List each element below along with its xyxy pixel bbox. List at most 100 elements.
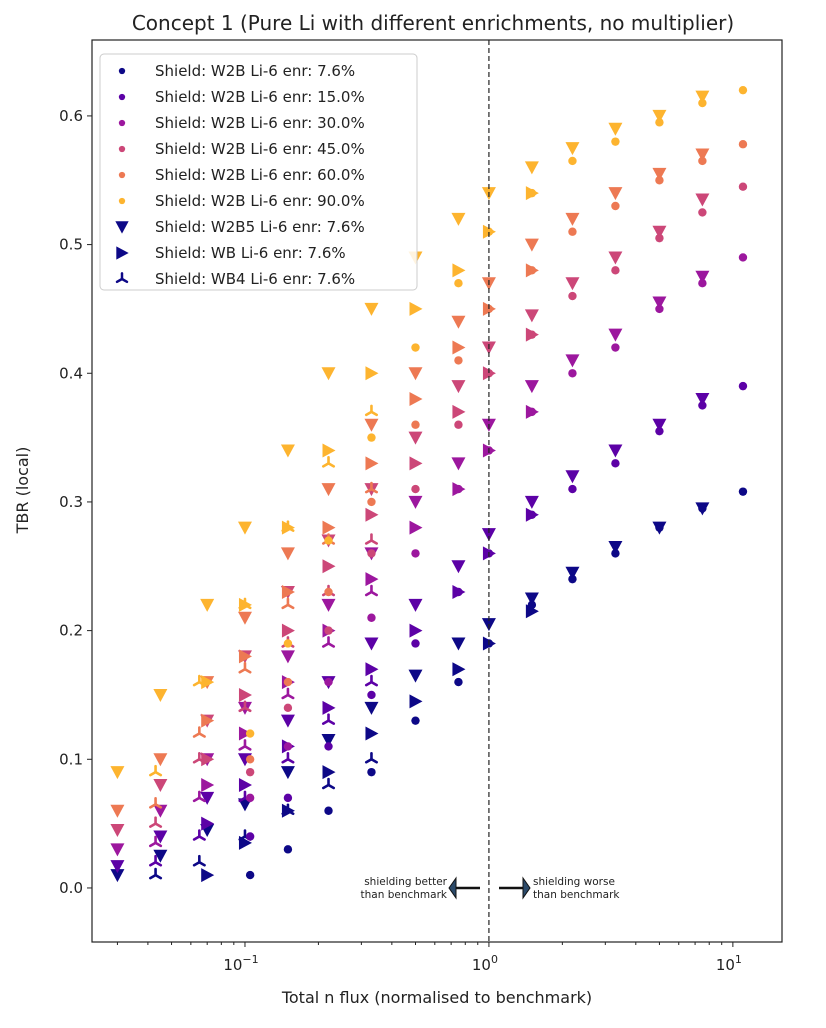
point-w2b5-300 <box>565 354 580 368</box>
point-w2b-450 <box>527 330 537 339</box>
point-w2b5-600 <box>153 753 168 767</box>
point-w2b-300 <box>283 742 293 751</box>
point-wb-76 <box>281 803 295 818</box>
y-tick-label: 0.5 <box>59 236 83 254</box>
point-w2b5-300 <box>524 380 539 394</box>
point-w2b-76 <box>367 767 376 777</box>
point-w2b-600 <box>738 140 748 149</box>
point-w2b5-600 <box>608 187 623 201</box>
point-wb4-300 <box>281 687 295 700</box>
legend-marker-tri <box>115 272 129 284</box>
point-w2b-600 <box>411 420 420 429</box>
legend-box <box>99 53 418 291</box>
point-wb-450 <box>322 559 336 574</box>
point-w2b5-300 <box>110 843 125 857</box>
point-w2b-600 <box>245 755 255 764</box>
point-w2b-76 <box>324 806 333 815</box>
tri-marker-arm <box>149 803 157 809</box>
point-w2b-300 <box>245 793 255 803</box>
point-wb-150 <box>201 816 215 831</box>
point-wb-900 <box>409 301 423 316</box>
point-w2b5-450 <box>652 225 667 239</box>
point-w2b-300 <box>527 407 537 417</box>
point-wb-900 <box>238 597 252 612</box>
point-wb4-76 <box>149 867 163 880</box>
tri-marker-arm <box>364 757 373 764</box>
point-wb4-600 <box>192 726 206 738</box>
point-w2b-600 <box>527 266 537 275</box>
point-w2b5-76 <box>408 669 423 683</box>
point-w2b5-76 <box>110 869 125 883</box>
tri-marker-arm <box>149 770 157 777</box>
point-wb-600 <box>365 456 379 471</box>
point-wb4-150 <box>364 674 378 687</box>
point-wb-300 <box>365 572 379 587</box>
annotation-right-line2: than benchmark <box>533 889 620 901</box>
point-w2b5-900 <box>608 122 623 136</box>
legend: Shield: W2B Li-6 enr: 7.6% Shield: W2B Li… <box>99 53 418 291</box>
point-w2b5-450 <box>608 251 623 265</box>
y-tick-label: 0.6 <box>59 107 83 125</box>
point-wb-76 <box>322 765 336 780</box>
point-wb4-600 <box>364 481 378 494</box>
point-w2b5-900 <box>200 598 215 612</box>
point-w2b-600 <box>655 176 664 185</box>
point-w2b5-450 <box>408 431 423 445</box>
legend-item: Shield: W2B Li-6 enr: 15.0% <box>118 88 365 106</box>
point-wb4-600 <box>238 661 252 674</box>
legend-label: Shield: WB4 Li-6 enr: 7.6% <box>155 270 355 288</box>
point-wb4-76 <box>321 777 336 790</box>
point-w2b-300 <box>655 304 664 314</box>
point-wb4-300 <box>364 584 378 597</box>
point-w2b-300 <box>611 343 620 352</box>
point-wb4-300 <box>321 636 336 648</box>
point-wb4-150 <box>321 713 336 725</box>
point-w2b-900 <box>245 729 255 738</box>
point-w2b-150 <box>324 742 333 751</box>
point-w2b-450 <box>698 208 707 217</box>
point-w2b-900 <box>568 156 577 166</box>
point-wb4-300 <box>192 790 206 803</box>
point-w2b5-150 <box>364 637 379 651</box>
legend-label: Shield: W2B Li-6 enr: 45.0% <box>155 140 365 158</box>
point-w2b-450 <box>655 233 664 243</box>
plot-frame <box>91 39 783 943</box>
y-tick-label: 0.4 <box>59 364 83 382</box>
point-w2b5-150 <box>565 470 580 484</box>
point-w2b5-300 <box>451 457 466 471</box>
point-w2b-450 <box>484 369 494 378</box>
point-w2b-300 <box>568 369 577 378</box>
legend-label: Shield: W2B5 Li-6 enr: 7.6% <box>155 218 365 236</box>
point-w2b5-900 <box>237 521 252 535</box>
point-w2b5-900 <box>565 142 580 156</box>
point-w2b5-450 <box>695 193 710 207</box>
x-tick-label: 10−1 <box>223 953 258 974</box>
tri-marker-arm <box>192 732 201 738</box>
point-w2b-300 <box>738 253 748 262</box>
point-w2b5-300 <box>695 270 710 284</box>
point-w2b5-900 <box>321 367 336 381</box>
point-wb4-450 <box>238 700 252 713</box>
point-w2b5-150 <box>481 528 496 542</box>
point-w2b-450 <box>283 703 293 713</box>
legend-marker-circle <box>118 67 126 75</box>
y-tick-label: 0.2 <box>59 622 83 640</box>
point-wb-76 <box>409 694 423 709</box>
legend-item: Shield: WB Li-6 enr: 7.6% <box>116 244 346 262</box>
legend-marker-circle <box>118 145 126 153</box>
legend-item: Shield: WB4 Li-6 enr: 7.6% <box>115 270 355 288</box>
point-w2b-450 <box>454 420 463 429</box>
point-w2b5-300 <box>153 804 168 818</box>
annotation-right-line1: shielding worse <box>533 876 615 888</box>
point-w2b-600 <box>698 156 707 166</box>
x-tick-exponent: 0 <box>491 953 498 966</box>
y-axis-label: TBR (local) <box>13 447 32 535</box>
point-w2b5-150 <box>153 830 168 844</box>
legend-label: Shield: WB Li-6 enr: 7.6% <box>155 244 346 262</box>
point-w2b5-300 <box>608 328 623 342</box>
x-tick-label: 100 <box>472 953 498 974</box>
point-wb4-900 <box>321 456 336 468</box>
point-w2b5-76 <box>451 637 466 651</box>
point-wb-150 <box>365 662 379 677</box>
point-w2b5-900 <box>364 302 379 316</box>
